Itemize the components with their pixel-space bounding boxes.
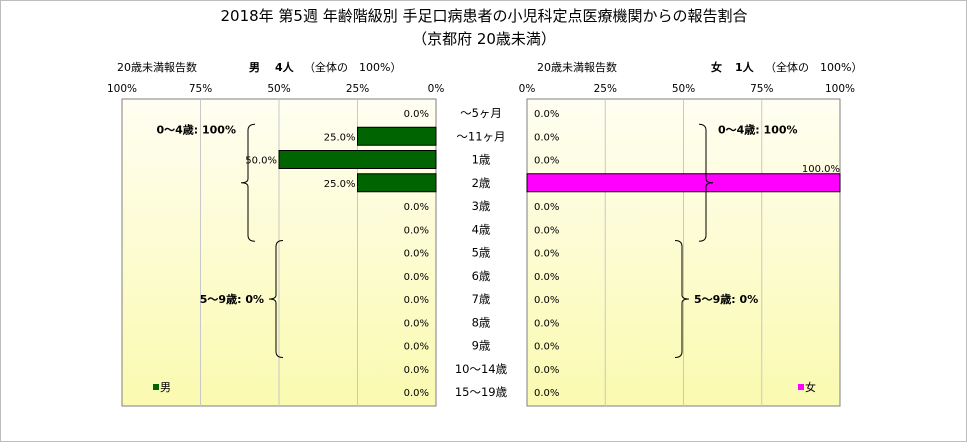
male-bar	[357, 126, 437, 146]
male-bar	[357, 173, 437, 193]
female-value-label: 0.0%	[534, 342, 559, 353]
female-group-brace	[698, 123, 714, 242]
female-header: 20歳未満報告数 女 1人 （全体の 100%）	[537, 60, 862, 74]
female-value-label: 0.0%	[534, 272, 559, 283]
category-label: 15～19歳	[455, 385, 508, 399]
male-value-label: 0.0%	[404, 249, 429, 260]
male-header-total: （全体の 100%）	[304, 60, 401, 74]
male-value-label: 0.0%	[404, 365, 429, 376]
male-axis-tick-label: 50%	[267, 83, 290, 95]
male-value-label: 25.0%	[324, 132, 356, 143]
age-group-annotations: 0～4歳: 100% 5～9歳: 0% 0～4歳: 100% 5～9歳: 0%	[156, 122, 798, 358]
female-group-label: 0～4歳: 100%	[718, 122, 798, 136]
female-axis-tick-label: 100%	[825, 83, 855, 95]
male-axis-tick-label: 25%	[346, 83, 369, 95]
male-header: 20歳未満報告数 男 4人 （全体の 100%）	[117, 60, 401, 74]
male-group-label: 0～4歳: 100%	[156, 122, 236, 136]
category-label: ～11ヶ月	[456, 129, 505, 143]
female-value-label: 0.0%	[534, 249, 559, 260]
female-header-total: （全体の 100%）	[765, 60, 862, 74]
category-label: 1歳	[472, 153, 491, 167]
axis-ticks: 100% 75% 50% 25% 0% 0% 25% 50% 75% 100%	[107, 83, 855, 95]
category-label: 8歳	[472, 315, 491, 329]
male-group-brace	[240, 123, 256, 242]
male-group-label: 5～9歳: 0%	[200, 292, 264, 306]
category-label: 3歳	[472, 199, 491, 213]
female-header-sex: 女	[711, 60, 722, 74]
male-header-count: 4人	[275, 60, 295, 74]
male-header-label: 20歳未満報告数	[117, 61, 197, 74]
category-label: 9歳	[472, 339, 491, 353]
male-axis-tick-label: 0%	[428, 83, 445, 95]
male-value-label: 0.0%	[404, 295, 429, 306]
male-value-label: 0.0%	[404, 318, 429, 329]
legend: 男女	[153, 380, 816, 394]
female-legend-label: 女	[805, 380, 816, 394]
male-bar	[278, 150, 437, 169]
female-axis-tick-label: 75%	[750, 83, 773, 95]
category-label: 5歳	[472, 246, 491, 260]
female-header-label: 20歳未満報告数	[537, 61, 617, 74]
female-header-count: 1人	[735, 60, 755, 74]
male-value-label: 50.0%	[245, 156, 277, 167]
category-label: 6歳	[472, 269, 491, 283]
category-label: 2歳	[472, 176, 491, 190]
female-value-label: 0.0%	[534, 318, 559, 329]
male-value-label: 0.0%	[404, 202, 429, 213]
male-group-brace	[268, 240, 284, 358]
male-value-label: 0.0%	[404, 388, 429, 399]
male-axis-tick-label: 75%	[189, 83, 212, 95]
male-value-label: 0.0%	[404, 225, 429, 236]
female-value-label: 0.0%	[534, 156, 559, 167]
female-value-label: 0.0%	[534, 365, 559, 376]
female-value-label: 0.0%	[534, 132, 559, 143]
chart-subtitle: （京都府 20歳未満）	[412, 30, 556, 48]
male-legend-label: 男	[160, 381, 171, 394]
male-value-label: 0.0%	[404, 272, 429, 283]
value-labels: 0.0% 0.0% 25.0% 0.0% 50.0% 0.0% 25.0% 100.0% 0.0…	[245, 109, 840, 399]
female-bar	[526, 173, 841, 193]
category-label: 4歳	[472, 222, 491, 236]
male-header-sex: 男	[249, 61, 260, 74]
category-label: 7歳	[472, 292, 491, 306]
female-value-label: 0.0%	[534, 225, 559, 236]
male-value-label: 25.0%	[324, 179, 356, 190]
female-axis-tick-label: 50%	[672, 83, 695, 95]
female-group-brace	[674, 240, 690, 358]
male-axis-tick-label: 100%	[107, 83, 137, 95]
female-group-label: 5～9歳: 0%	[694, 292, 758, 306]
male-value-label: 0.0%	[404, 109, 429, 120]
female-value-label: 100.0%	[802, 164, 840, 175]
male-value-label: 0.0%	[404, 342, 429, 353]
female-value-label: 0.0%	[534, 109, 559, 120]
female-legend-swatch	[798, 384, 804, 390]
category-labels: ～5ヶ月 ～11ヶ月 1歳 2歳 3歳 4歳 5歳 6歳 7歳 8歳 9歳 10～14歳 15～19歳	[455, 106, 508, 399]
category-label: 10～14歳	[455, 362, 508, 376]
female-axis-tick-label: 25%	[594, 83, 617, 95]
female-value-label: 0.0%	[534, 202, 559, 213]
male-legend-swatch	[153, 384, 159, 390]
bars	[278, 126, 841, 193]
category-label: ～5ヶ月	[460, 106, 502, 120]
chart-title: 2018年 第5週 年齢階級別 手足口病患者の小児科定点医療機関からの報告割合	[220, 7, 747, 25]
female-value-label: 0.0%	[534, 295, 559, 306]
female-axis-tick-label: 0%	[519, 83, 536, 95]
female-value-label: 0.0%	[534, 388, 559, 399]
